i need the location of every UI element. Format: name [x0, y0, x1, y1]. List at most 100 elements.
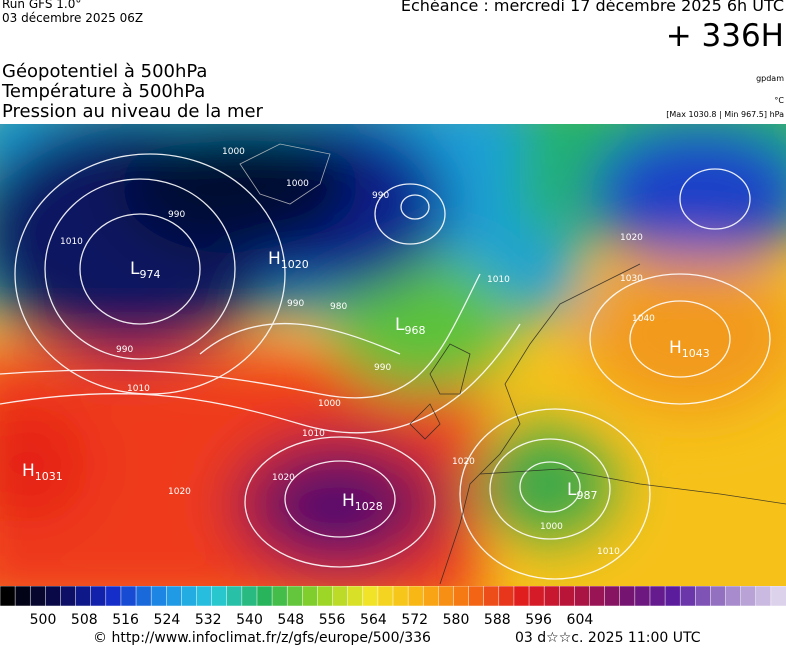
- colorbar-swatch: [241, 586, 258, 607]
- isobar-label: 1000: [286, 179, 309, 189]
- isobar-label: 980: [330, 302, 347, 312]
- field: Température à 500hPa: [2, 81, 206, 102]
- colorbar-swatch: [468, 586, 485, 607]
- field: Pression au niveau de la mer: [2, 101, 263, 122]
- pressure-center: H1031: [22, 461, 63, 483]
- colorbar: [0, 586, 786, 607]
- center-letter: H: [669, 338, 682, 358]
- colorbar-swatch: [302, 586, 319, 607]
- colorbar-swatch: [286, 586, 304, 607]
- isobar-label: 1010: [302, 429, 325, 439]
- pressure-center: H1020: [268, 249, 309, 271]
- colorbar-label: 540: [236, 612, 263, 628]
- colorbar-swatch: [710, 586, 727, 607]
- colorbar-swatch: [166, 586, 183, 607]
- isobar-label: 1040: [632, 314, 655, 324]
- isobar-label: 990: [372, 191, 389, 201]
- colorbar-swatch: [498, 586, 515, 607]
- center-letter: H: [22, 461, 35, 481]
- pressure-center: L968: [395, 315, 425, 337]
- colorbar-swatch: [347, 586, 364, 607]
- isobar-label: 1030: [620, 274, 643, 284]
- colorbar-swatch: [226, 586, 243, 607]
- colorbar-label: 556: [319, 612, 346, 628]
- center-letter: L: [130, 259, 140, 279]
- colorbar-label: 604: [567, 612, 594, 628]
- colorbar-swatch: [135, 586, 152, 607]
- colorbar-swatch: [60, 586, 77, 607]
- isobar-label: 1020: [168, 487, 191, 497]
- colorbar-label: 524: [154, 612, 181, 628]
- colorbar-swatch: [317, 586, 334, 607]
- colorbar-label: 572: [401, 612, 428, 628]
- pressure-center: H1028: [342, 491, 383, 513]
- center-letter: L: [395, 315, 405, 335]
- run-date: 03 décembre 2025 06Z: [2, 11, 144, 25]
- isobar-label: 1000: [222, 147, 245, 157]
- isobar-label: 1010: [60, 237, 83, 247]
- colorbar-swatch: [438, 586, 455, 607]
- colorbar-swatch: [543, 586, 561, 607]
- colorbar-swatch: [725, 586, 742, 607]
- unit: gpdam: [756, 74, 784, 83]
- colorbar-swatch: [150, 586, 168, 607]
- timestamp: 03 d☆☆c. 2025 11:00 UTC: [515, 630, 701, 646]
- source: © http://www.infoclimat.fr/z/gfs/europe/…: [93, 630, 431, 646]
- colorbar-labels: 500 508 516 524 532 540 548 556 564 572 580 588 596 6…: [30, 612, 594, 628]
- center-value: 968: [404, 324, 425, 337]
- isobar-label: 1020: [272, 473, 295, 483]
- pressure-center: L987: [567, 480, 597, 502]
- center-letter: H: [268, 249, 281, 269]
- isobar-label: 1020: [620, 233, 643, 243]
- colorbar-label: 532: [195, 612, 222, 628]
- isobar-label: 990: [116, 345, 133, 355]
- colorbar-swatch: [755, 586, 772, 607]
- isobar-label: 990: [287, 299, 304, 309]
- colorbar-label: 508: [71, 612, 98, 628]
- center-value: 1031: [35, 470, 63, 483]
- isobar-label: 1000: [540, 522, 563, 532]
- colorbar-swatch: [740, 586, 757, 607]
- colorbar-label: 500: [30, 612, 57, 628]
- colorbar-swatch: [181, 586, 198, 607]
- colorbar-swatch: [407, 586, 424, 607]
- colorbar-swatch: [664, 586, 681, 607]
- colorbar-swatch: [120, 586, 137, 607]
- colorbar-swatch: [377, 586, 394, 607]
- colorbar-swatch: [619, 586, 636, 607]
- colorbar-swatch: [90, 586, 107, 607]
- colorbar-swatch: [332, 586, 349, 607]
- pressure-center: H1043: [669, 338, 710, 360]
- center-value: 1028: [355, 500, 383, 513]
- center-value: 1020: [281, 258, 309, 271]
- isobar-label: 990: [374, 363, 391, 373]
- colorbar-label: 516: [112, 612, 139, 628]
- colorbar-swatch: [271, 586, 288, 607]
- isobar-label: 1020: [452, 457, 475, 467]
- isobar-label: 990: [168, 210, 185, 220]
- colorbar-label: 564: [360, 612, 387, 628]
- colorbar-swatch: [422, 586, 440, 607]
- colorbar-swatch: [0, 586, 16, 607]
- colorbar-swatch: [604, 586, 621, 607]
- run: Run GFS 1.0°: [2, 0, 82, 11]
- unit: °C: [774, 96, 784, 105]
- colorbar-swatch: [695, 586, 712, 607]
- colorbar-swatch: [649, 586, 666, 607]
- colorbar-swatch: [528, 586, 545, 607]
- center-value: 974: [139, 268, 160, 281]
- colorbar-swatch: [45, 586, 62, 607]
- colorbar-label: 548: [277, 612, 304, 628]
- center-letter: L: [567, 480, 577, 500]
- isobar-label: 1010: [597, 547, 620, 557]
- colorbar-swatch: [483, 586, 500, 607]
- pressure-center: L974: [130, 259, 160, 281]
- lead-time: + 336H: [665, 18, 784, 54]
- colorbar-swatch: [513, 586, 530, 607]
- colorbar-swatch: [392, 586, 409, 607]
- colorbar-swatch: [770, 586, 786, 607]
- colorbar-swatch: [679, 586, 697, 607]
- isobar-label: 1010: [487, 275, 510, 285]
